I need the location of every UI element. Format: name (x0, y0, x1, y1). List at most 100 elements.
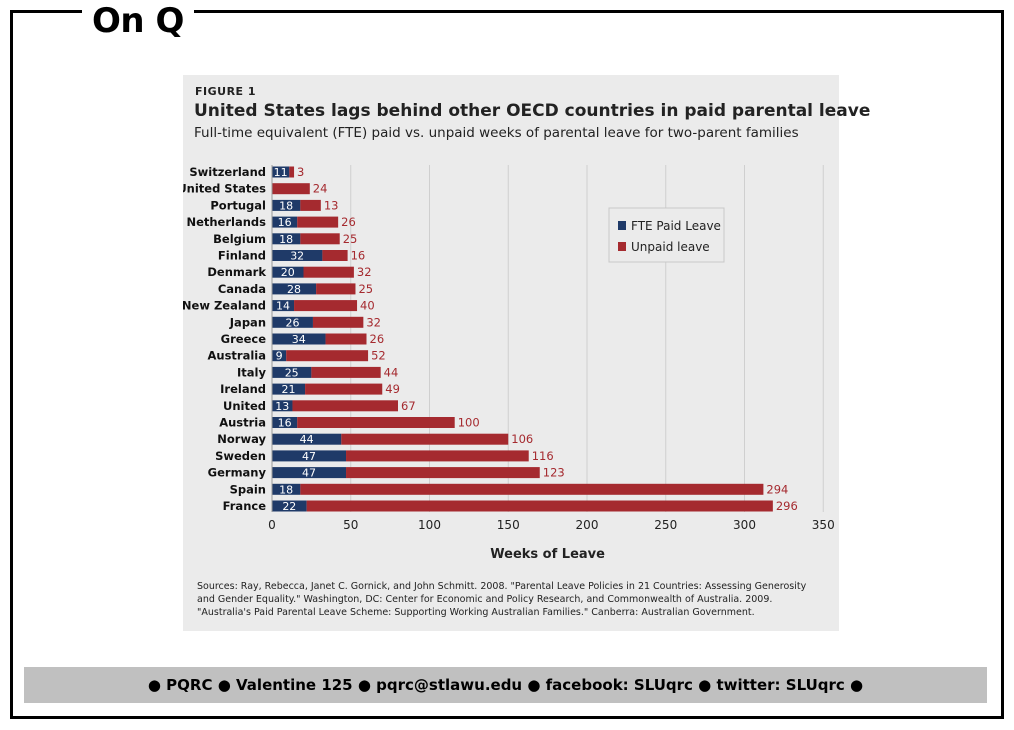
sources-note: Sources: Ray, Rebecca, Janet C. Gornick,… (197, 581, 807, 618)
x-tick-label: 200 (576, 518, 599, 532)
bar-unpaid (300, 199, 321, 211)
category-label: Denmark (207, 265, 266, 279)
data-label-paid: 9 (276, 350, 283, 363)
bar-paid (272, 483, 301, 495)
data-label-unpaid: 49 (385, 382, 400, 396)
data-label-unpaid: 294 (766, 482, 788, 496)
legend-swatch (618, 221, 626, 230)
bar-paid (272, 350, 287, 362)
data-label-paid: 47 (302, 450, 316, 463)
data-label-unpaid: 3 (297, 165, 304, 179)
x-tick-label: 250 (654, 518, 677, 532)
data-label-paid: 18 (279, 233, 293, 246)
x-tick-label: 50 (343, 518, 358, 532)
data-label-paid: 16 (278, 417, 292, 430)
bar-paid (272, 316, 313, 328)
data-label-paid: 18 (279, 483, 293, 496)
data-label-paid: 28 (287, 283, 301, 296)
legend-label: FTE Paid Leave (631, 219, 721, 233)
bar-unpaid (272, 183, 310, 195)
x-tick-label: 100 (418, 518, 441, 532)
category-label: New Zealand (183, 299, 266, 313)
category-label: Canada (218, 282, 266, 296)
data-label-paid: 44 (300, 433, 314, 446)
bar-unpaid (303, 266, 354, 278)
category-label: Australia (207, 349, 266, 363)
x-axis-label: Weeks of Leave (490, 547, 605, 562)
category-label: Portugal (210, 198, 266, 212)
data-label-paid: 22 (282, 500, 296, 513)
page-frame (10, 10, 1004, 719)
data-label-paid: 14 (276, 300, 290, 313)
bar-unpaid (292, 400, 398, 412)
bar-unpaid (311, 366, 381, 378)
legend-box (608, 207, 725, 263)
bar-unpaid (297, 417, 455, 428)
category-label: Spain (230, 482, 266, 496)
bar-unpaid (322, 250, 348, 261)
x-tick-label: 0 (268, 518, 276, 532)
grid-lines (350, 165, 824, 512)
category-label: Germany (208, 466, 267, 480)
bar-unpaid (325, 333, 367, 345)
data-label-paid: 11 (274, 166, 288, 179)
legend: FTE Paid Leave Unpaid leave (608, 207, 725, 263)
bar-paid (272, 450, 347, 462)
bar-unpaid (286, 350, 369, 362)
x-tick-label: 150 (497, 518, 520, 532)
bar-unpaid (306, 500, 773, 512)
bar-unpaid (346, 450, 529, 462)
category-label: Greece (221, 332, 267, 346)
data-label-unpaid: 25 (343, 232, 358, 246)
data-label-unpaid: 26 (341, 215, 356, 229)
data-label-unpaid: 67 (401, 399, 416, 413)
chart-subtitle: Full-time equivalent (FTE) paid vs. unpa… (194, 125, 799, 141)
data-label-unpaid: 296 (776, 499, 798, 513)
data-label-unpaid: 116 (532, 449, 554, 463)
data-label-unpaid: 26 (370, 332, 385, 346)
category-label: Switzerland (189, 165, 266, 179)
bar-paid (272, 166, 290, 178)
bar-unpaid (297, 216, 339, 228)
brand-title: On Q (82, 0, 194, 41)
bar-unpaid (294, 300, 358, 312)
category-label: Japan (229, 315, 266, 329)
labels: Switzerland 11 3 United States 24 Portugal 18 1… (183, 165, 798, 513)
bar-unpaid (316, 283, 356, 295)
chart-title: United States lags behind other OECD cou… (194, 101, 871, 121)
data-label-unpaid: 16 (351, 249, 366, 263)
bar-unpaid (312, 316, 364, 328)
bar-paid (272, 366, 312, 378)
stacked-bar-chart: Switzerland 11 3 United States 24 Portugal 18 1… (183, 165, 835, 562)
data-label-unpaid: 24 (313, 182, 328, 196)
data-label-paid: 47 (302, 467, 316, 480)
bar-paid (272, 250, 323, 261)
data-label-paid: 26 (285, 316, 299, 329)
bar-paid (272, 283, 317, 295)
bar-paid (272, 417, 298, 428)
category-label: United (223, 399, 266, 413)
category-label: Belgium (213, 232, 266, 246)
bars (272, 166, 773, 512)
data-label-unpaid: 100 (458, 416, 480, 430)
data-label-unpaid: 40 (360, 299, 375, 313)
bar-paid (272, 467, 347, 479)
bar-paid (272, 400, 293, 412)
bar-unpaid (300, 483, 764, 495)
category-label: Austria (219, 416, 266, 430)
category-label: Netherlands (186, 215, 266, 229)
data-label-unpaid: 52 (371, 349, 386, 363)
category-label: Ireland (220, 382, 266, 396)
bar-unpaid (289, 166, 295, 178)
bar-paid (272, 500, 307, 512)
data-label-unpaid: 13 (324, 198, 339, 212)
bar-paid (272, 266, 304, 278)
data-label-paid: 32 (290, 250, 304, 263)
contact-footer: ● PQRC ● Valentine 125 ● pqrc@stlawu.edu… (24, 667, 987, 703)
category-label: Sweden (215, 449, 266, 463)
data-label-unpaid: 25 (358, 282, 373, 296)
figure-card: FIGURE 1 United States lags behind other… (183, 75, 870, 631)
data-label-paid: 13 (275, 400, 289, 413)
legend-label: Unpaid leave (631, 240, 710, 254)
data-label-unpaid: 44 (384, 365, 399, 379)
